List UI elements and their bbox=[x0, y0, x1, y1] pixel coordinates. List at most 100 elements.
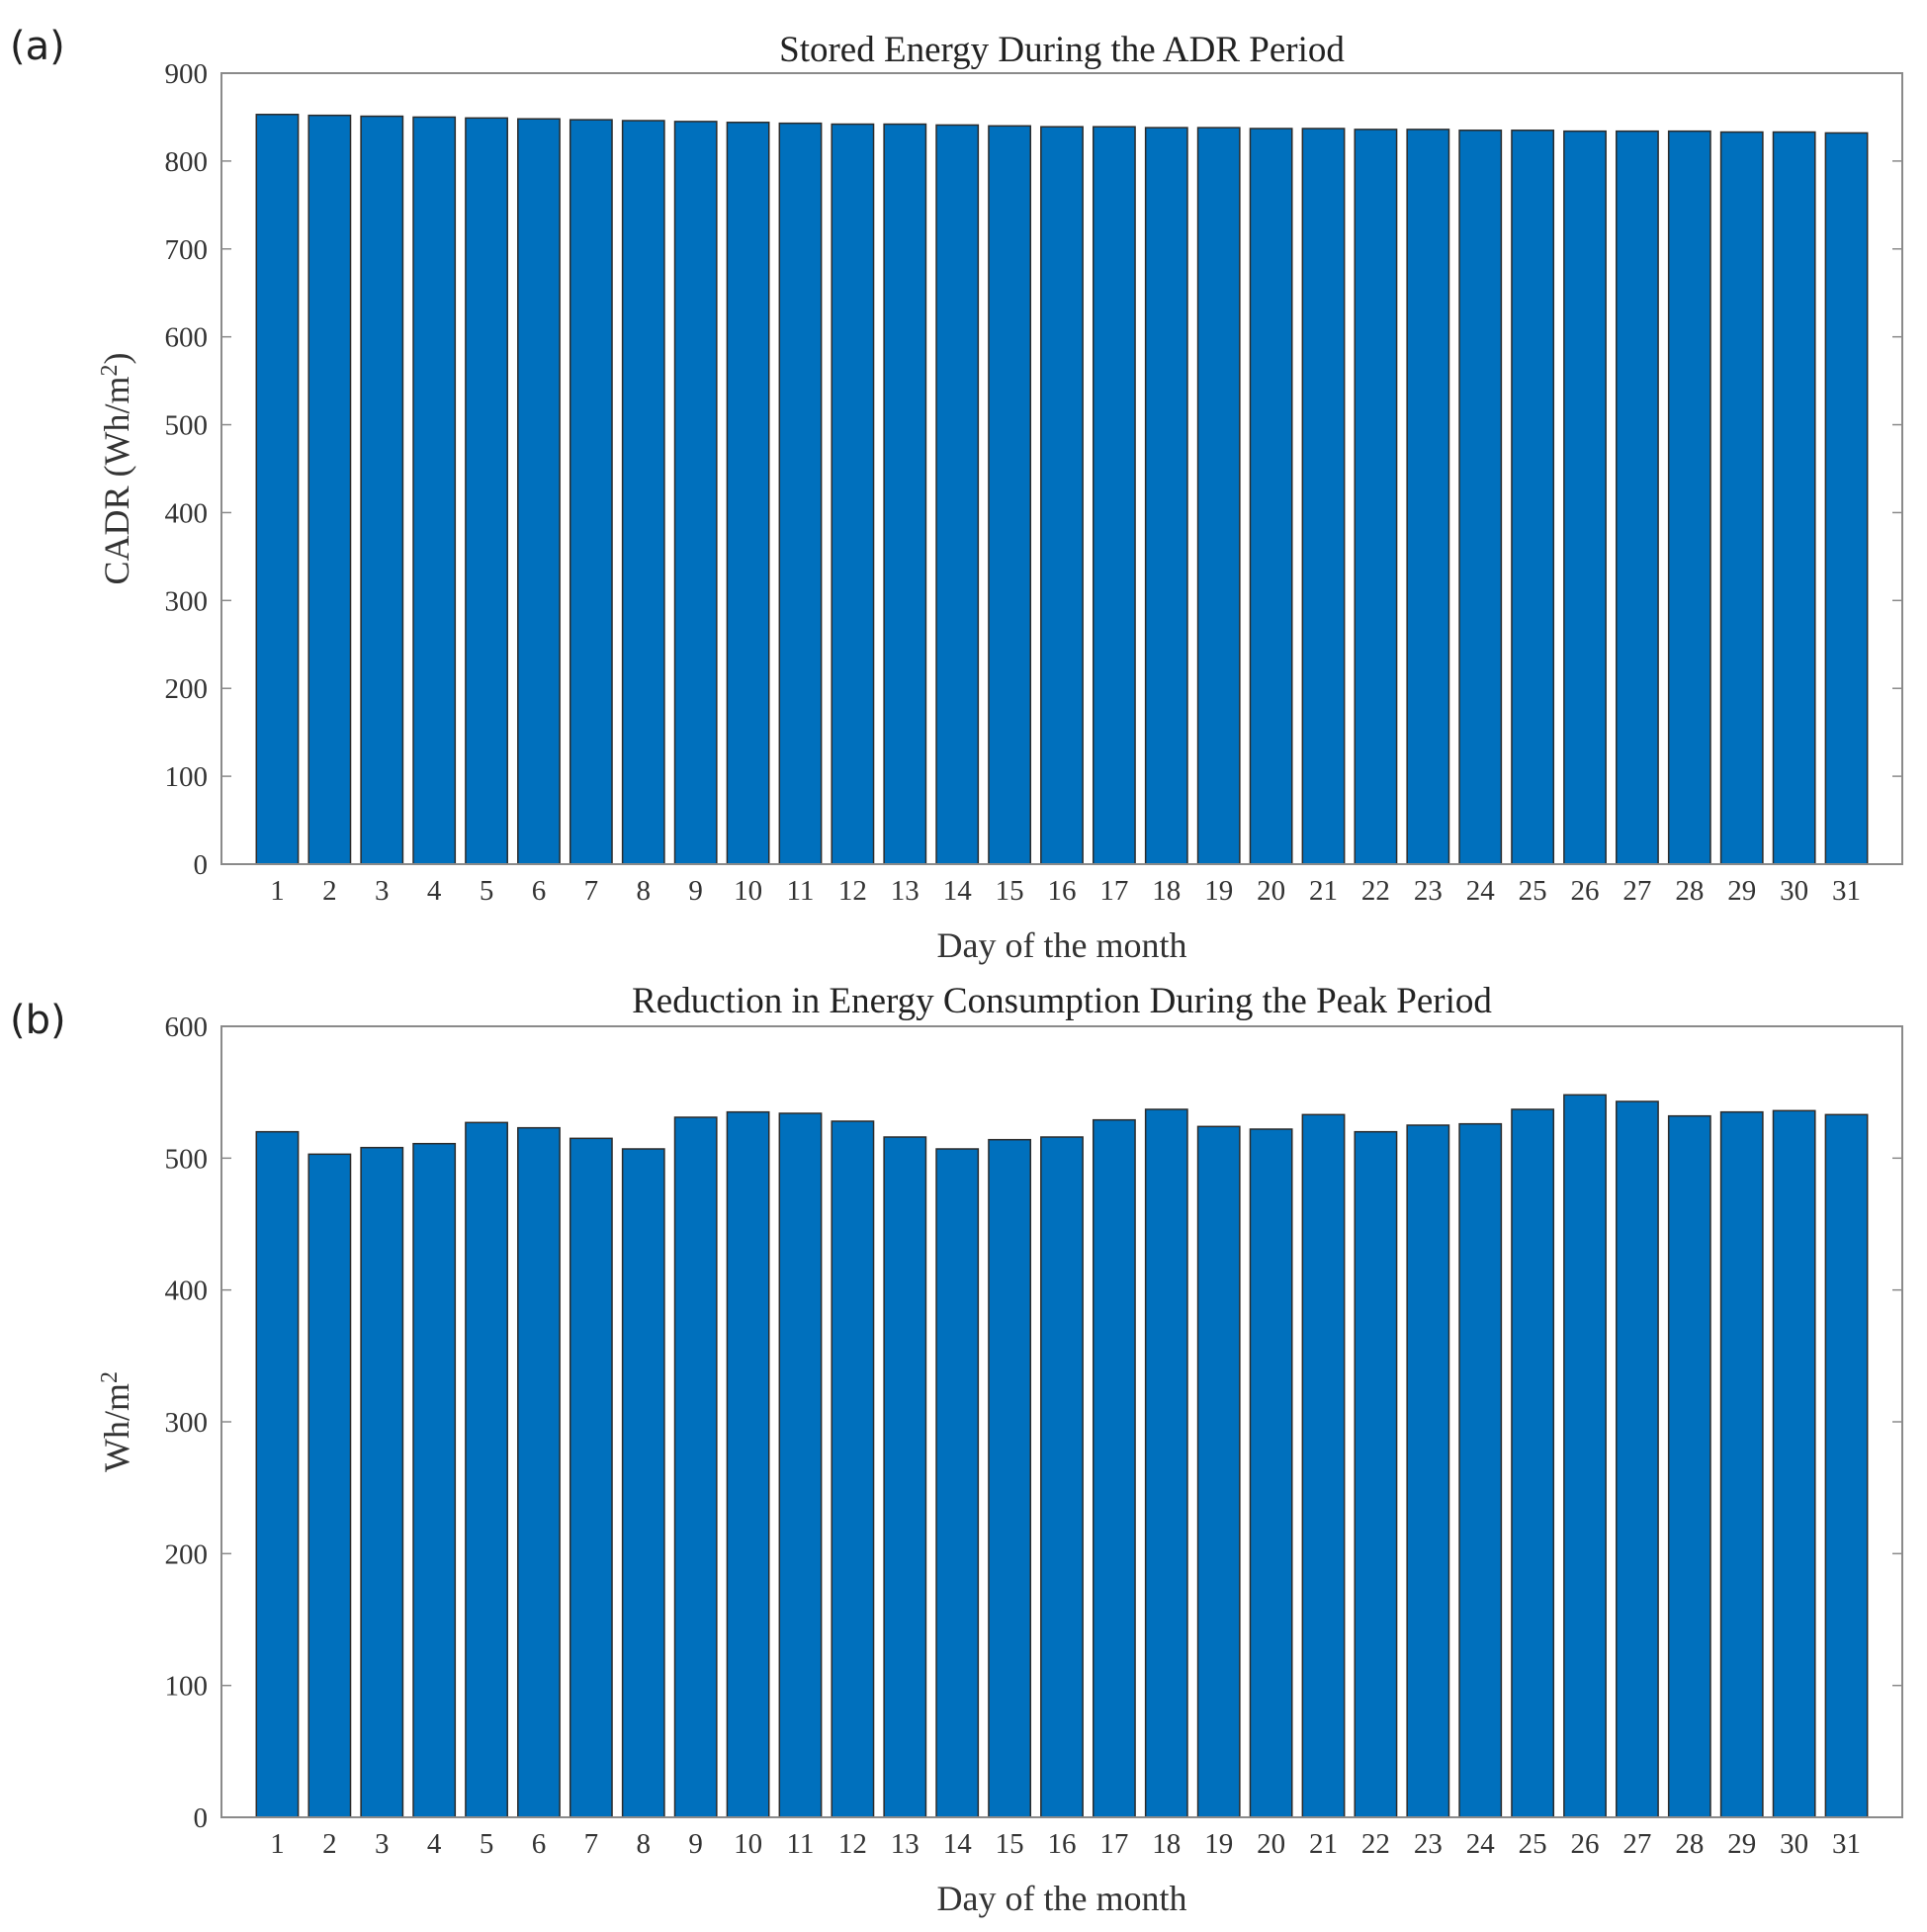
chart-a-ytick-label: 700 bbox=[165, 234, 209, 266]
chart-a-ylabel-tail: ) bbox=[97, 353, 136, 365]
chart-b-bars bbox=[255, 1094, 1869, 1818]
chart-b-xtick-label: 18 bbox=[1152, 1828, 1181, 1860]
chart-b-bar-day-16 bbox=[1040, 1136, 1084, 1818]
chart-b-xtick-labels: 1 2 3 4 5 6 7 8 9 10 11 12 13 14 15 16 17 18 19 20 21 22 23 24 2… bbox=[270, 1828, 1861, 1860]
chart-b-bar-day-21 bbox=[1301, 1113, 1346, 1818]
chart-b-ytick-label: 0 bbox=[194, 1802, 209, 1834]
chart-b-ylabel-sup: 2 bbox=[97, 1371, 123, 1383]
chart-b-xtick-label: 19 bbox=[1204, 1828, 1233, 1860]
chart-a-xtick-label: 18 bbox=[1152, 875, 1181, 907]
chart-a-axes-frame bbox=[220, 72, 1903, 865]
chart-b-axes-frame bbox=[220, 1025, 1903, 1818]
chart-a-xtick-label: 22 bbox=[1361, 875, 1390, 907]
chart-b-xtick-label: 30 bbox=[1780, 1828, 1808, 1860]
chart-b-bar-day-24 bbox=[1458, 1122, 1503, 1818]
chart-a-bar-day-28 bbox=[1667, 130, 1711, 865]
chart-a-bar-day-9 bbox=[673, 121, 718, 865]
chart-a-ytick-label: 0 bbox=[194, 849, 209, 881]
chart-b-xtick-label: 25 bbox=[1519, 1828, 1547, 1860]
chart-a-bar-day-31 bbox=[1824, 132, 1869, 865]
chart-b-bar-day-3 bbox=[360, 1146, 404, 1818]
chart-b-title: Reduction in Energy Consumption During t… bbox=[632, 981, 1492, 1021]
chart-b-bar-day-29 bbox=[1719, 1110, 1764, 1818]
chart-a-bar-day-1 bbox=[255, 114, 300, 865]
chart-b-ytick-label: 100 bbox=[165, 1671, 209, 1703]
chart-b-bar-day-5 bbox=[465, 1121, 508, 1818]
chart-b-bar-day-6 bbox=[517, 1126, 561, 1818]
chart-a-bar-day-19 bbox=[1196, 127, 1241, 865]
chart-a-ylabel-main: CADR (Wh/m bbox=[97, 377, 136, 585]
chart-b-xtick-label: 28 bbox=[1675, 1828, 1704, 1860]
chart-a-xtick-label: 1 bbox=[270, 875, 285, 907]
chart-a-xtick-label: 24 bbox=[1466, 875, 1496, 907]
chart-a-xtick-label: 14 bbox=[943, 875, 973, 907]
chart-b-xtick-label: 24 bbox=[1466, 1828, 1496, 1860]
chart-a-xtick-label: 26 bbox=[1571, 875, 1600, 907]
chart-b-bar-day-31 bbox=[1824, 1113, 1869, 1818]
chart-a-bar-day-16 bbox=[1040, 126, 1084, 865]
chart-a-xtick-label: 31 bbox=[1832, 875, 1861, 907]
chart-b-xtick-label: 3 bbox=[375, 1828, 390, 1860]
chart-b-xtick-label: 7 bbox=[584, 1828, 599, 1860]
chart-a-xtick-label: 11 bbox=[787, 875, 815, 907]
chart-a-bar-day-26 bbox=[1563, 130, 1607, 865]
chart-b-xtick-label: 11 bbox=[787, 1828, 815, 1860]
chart-b-xtick-label: 16 bbox=[1048, 1828, 1077, 1860]
chart-b-xtick-label: 29 bbox=[1727, 1828, 1756, 1860]
chart-b-ytick-label: 600 bbox=[165, 1011, 209, 1043]
chart-a-bar-day-15 bbox=[988, 125, 1032, 865]
chart-a-bar-day-17 bbox=[1092, 126, 1136, 865]
chart-a-xtick-label: 8 bbox=[637, 875, 652, 907]
chart-a-bar-day-6 bbox=[517, 118, 561, 865]
chart-b: (b) Reduction in Energy Consumption Duri… bbox=[10, 981, 1903, 1918]
chart-b-xtick-label: 15 bbox=[996, 1828, 1024, 1860]
chart-a-bar-day-3 bbox=[360, 115, 404, 865]
chart-a-bar-day-20 bbox=[1249, 128, 1293, 865]
chart-b-bar-day-2 bbox=[307, 1153, 352, 1818]
chart-b-xtick-label: 2 bbox=[322, 1828, 337, 1860]
chart-b-bar-day-25 bbox=[1511, 1108, 1555, 1818]
chart-a-bar-day-4 bbox=[412, 116, 457, 865]
chart-a-xtick-label: 21 bbox=[1309, 875, 1338, 907]
chart-a-xtick-label: 16 bbox=[1048, 875, 1077, 907]
chart-b-bar-day-17 bbox=[1092, 1118, 1136, 1818]
panel-label-b: (b) bbox=[10, 998, 66, 1043]
chart-b-bar-day-27 bbox=[1616, 1100, 1659, 1818]
chart-b-ytick-label: 500 bbox=[165, 1143, 209, 1175]
chart-b-xtick-label: 1 bbox=[270, 1828, 285, 1860]
chart-a-xtick-label: 3 bbox=[375, 875, 390, 907]
chart-b-bar-day-18 bbox=[1144, 1108, 1188, 1818]
chart-a-bar-day-30 bbox=[1772, 131, 1816, 865]
chart-a-xtick-label: 28 bbox=[1675, 875, 1704, 907]
chart-b-bar-day-15 bbox=[988, 1138, 1032, 1818]
chart-a-ytick-label: 300 bbox=[165, 585, 209, 617]
chart-b-bar-day-14 bbox=[935, 1148, 980, 1818]
chart-a-bar-day-2 bbox=[307, 114, 352, 865]
chart-b-bar-day-1 bbox=[255, 1130, 300, 1818]
chart-a-ylabel-sup: 2 bbox=[97, 365, 123, 377]
chart-b-bar-day-30 bbox=[1772, 1109, 1816, 1818]
chart-a-bar-day-24 bbox=[1458, 130, 1503, 865]
chart-b-bar-day-8 bbox=[621, 1148, 665, 1818]
chart-a-xtick-label: 23 bbox=[1414, 875, 1443, 907]
chart-b-xtick-label: 9 bbox=[688, 1828, 703, 1860]
chart-b-bar-day-11 bbox=[778, 1112, 823, 1818]
chart-b-bar-day-12 bbox=[831, 1120, 875, 1818]
chart-a-bar-day-11 bbox=[778, 122, 823, 865]
chart-a-xtick-label: 15 bbox=[996, 875, 1024, 907]
chart-a-bars bbox=[255, 114, 1869, 865]
chart-a: (a) Stored Energy During the ADR Period … bbox=[10, 24, 1903, 965]
chart-a-xtick-label: 2 bbox=[322, 875, 337, 907]
chart-b-ytick-labels: 0 100 200 300 400 500 600 bbox=[165, 1011, 209, 1834]
chart-a-bar-day-12 bbox=[831, 123, 875, 865]
chart-b-xtick-label: 20 bbox=[1257, 1828, 1285, 1860]
chart-b-ytick-label: 400 bbox=[165, 1275, 209, 1307]
chart-b-xtick-label: 6 bbox=[532, 1828, 547, 1860]
chart-a-ytick-label: 800 bbox=[165, 146, 209, 178]
chart-b-xtick-label: 31 bbox=[1832, 1828, 1861, 1860]
chart-a-bar-day-10 bbox=[726, 122, 770, 865]
chart-a-xtick-label: 20 bbox=[1257, 875, 1285, 907]
chart-a-xtick-label: 29 bbox=[1727, 875, 1756, 907]
chart-a-bar-day-23 bbox=[1406, 129, 1450, 865]
chart-b-ylabel-main: Wh/m bbox=[97, 1383, 136, 1472]
